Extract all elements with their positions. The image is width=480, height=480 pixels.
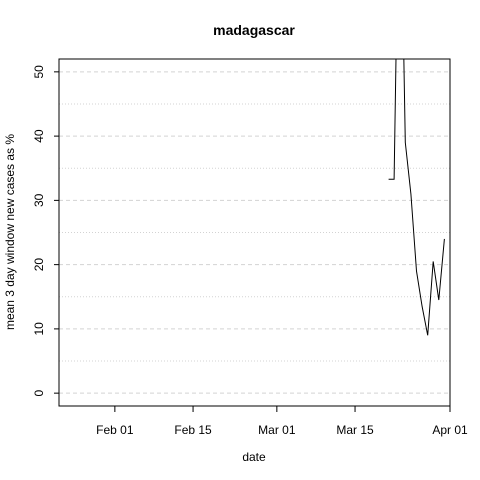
y-axis-label: mean 3 day window new cases as % — [3, 134, 17, 330]
y-axis: 0 10 20 30 40 50 — [32, 65, 59, 396]
y-tick-label: 0 — [32, 389, 46, 396]
y-tick-label: 40 — [32, 129, 46, 143]
grid-lines — [59, 71, 450, 394]
x-tick-label: Feb 15 — [174, 423, 212, 437]
y-tick-label: 10 — [32, 322, 46, 336]
chart-title: madagascar — [213, 22, 295, 38]
x-tick-label: Apr 01 — [432, 423, 468, 437]
x-tick-label: Mar 01 — [258, 423, 296, 437]
y-tick-label: 30 — [32, 193, 46, 207]
series-line — [388, 59, 445, 336]
x-tick-label: Feb 01 — [96, 423, 134, 437]
x-tick-label: Mar 15 — [336, 423, 374, 437]
x-axis: Feb 01 Feb 15 Mar 01 Mar 15 Apr 01 — [96, 405, 468, 437]
series-group — [388, 59, 445, 336]
y-tick-label: 50 — [32, 65, 46, 79]
y-tick-label: 20 — [32, 258, 46, 272]
x-axis-label: date — [242, 450, 266, 464]
